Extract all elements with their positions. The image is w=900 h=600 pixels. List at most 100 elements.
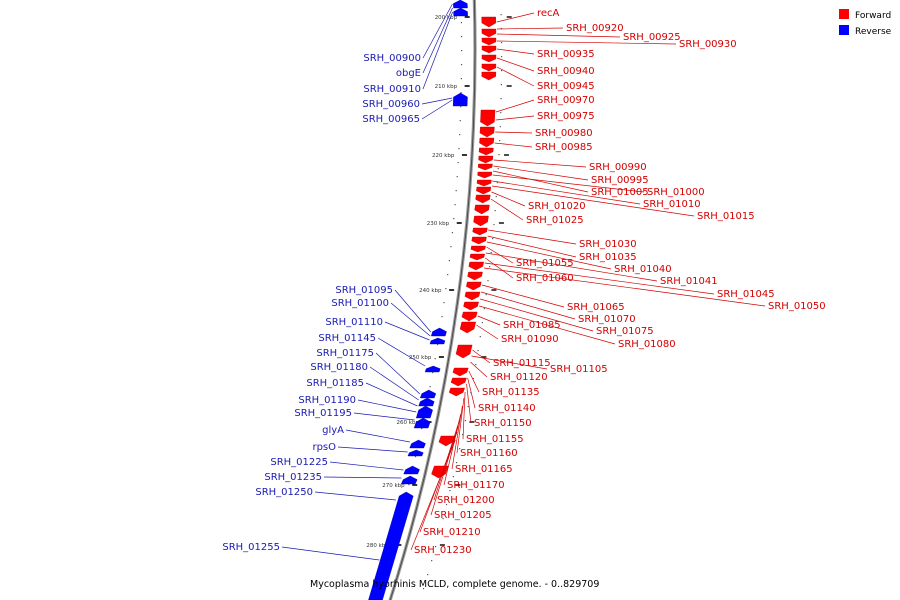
- forward-gene-label: SRH_01140: [478, 403, 536, 414]
- forward-gene-label: SRH_01090: [501, 334, 559, 345]
- forward-gene-label: SRH_00990: [589, 162, 647, 173]
- label-leader-line: [484, 262, 715, 295]
- legend-forward-swatch: [839, 9, 849, 19]
- track-dot: [434, 358, 436, 360]
- forward-gene-arrow: [469, 253, 485, 261]
- track-dot: [501, 56, 503, 58]
- forward-gene-label: SRH_01135: [482, 387, 540, 398]
- label-leader-line: [481, 284, 565, 308]
- track-dot: [453, 218, 455, 220]
- reverse-gene-arrow: [400, 475, 418, 485]
- label-leader-line: [281, 546, 380, 561]
- label-leader-line: [492, 174, 645, 193]
- track-dot: [495, 196, 497, 198]
- track-dot: [441, 316, 443, 318]
- track-dot: [487, 280, 489, 282]
- reverse-gene-label: SRH_01110: [325, 317, 383, 328]
- forward-gene-label: recA: [537, 8, 560, 19]
- reverse-gene-label: SRH_01255: [222, 542, 280, 553]
- label-leader-line: [493, 159, 587, 168]
- forward-gene-arrow: [481, 71, 497, 81]
- forward-gene-arrow: [481, 45, 497, 54]
- track-dot: [500, 112, 502, 114]
- reverse-gene-label: SRH_01095: [335, 285, 393, 296]
- label-leader-line: [491, 185, 695, 217]
- gene-features: [368, 0, 497, 600]
- tick-label: 270 kbp: [382, 483, 405, 489]
- reverse-gene-arrow: [453, 7, 468, 17]
- forward-gene-arrow: [470, 245, 486, 253]
- track-dot: [421, 428, 423, 430]
- track-dot: [432, 372, 434, 374]
- forward-gene-label: SRH_00935: [537, 49, 595, 60]
- label-leader-line: [462, 391, 466, 440]
- track-dot: [429, 386, 431, 388]
- label-leader-line: [496, 66, 535, 87]
- forward-gene-label: SRH_01210: [423, 527, 481, 538]
- legend-reverse-label: Reverse: [855, 27, 892, 37]
- track-dot: [499, 140, 501, 142]
- label-leader-line: [485, 252, 658, 282]
- track-dot: [434, 546, 437, 548]
- track-dot: [479, 336, 481, 338]
- forward-gene-label: SRH_01085: [503, 320, 561, 331]
- forward-gene-arrow: [481, 16, 497, 28]
- label-leader-line: [495, 99, 535, 113]
- reverse-gene-arrow: [407, 449, 424, 457]
- forward-gene-arrow: [471, 236, 487, 245]
- forward-gene-arrow: [472, 227, 488, 236]
- label-leader-line: [496, 40, 677, 45]
- label-leader-line: [496, 12, 535, 23]
- track-dot: [445, 504, 448, 506]
- track-dot: [467, 406, 469, 408]
- track-dot: [460, 78, 462, 80]
- reverse-gene-label: SRH_01180: [310, 362, 368, 373]
- track-dot: [438, 532, 440, 534]
- forward-gene-label: SRH_01010: [643, 199, 701, 210]
- forward-gene-label: SRH_01165: [455, 464, 513, 475]
- forward-gene-arrow: [481, 37, 497, 46]
- label-leader-line: [496, 48, 535, 55]
- label-leader-line: [490, 198, 524, 221]
- track-dot: [460, 22, 462, 24]
- track-dot: [494, 210, 496, 212]
- label-leader-line: [467, 377, 476, 409]
- reverse-gene-label: glyA: [322, 425, 344, 436]
- label-leader-line: [375, 352, 421, 395]
- reverse-gene-arrow: [413, 417, 431, 429]
- forward-gene-arrow: [479, 126, 495, 138]
- track-dot: [498, 154, 500, 156]
- forward-gene-arrow: [476, 179, 492, 187]
- forward-gene-label: SRH_00985: [535, 142, 593, 153]
- track-dot: [457, 162, 459, 164]
- reverse-gene-label: SRH_01190: [298, 395, 356, 406]
- label-leader-line: [466, 383, 472, 424]
- track-dot: [408, 484, 410, 486]
- label-leader-line: [365, 382, 418, 407]
- forward-gene-arrow: [477, 171, 493, 179]
- reverse-gene-label: SRH_00910: [363, 84, 421, 95]
- forward-gene-arrow: [481, 63, 497, 72]
- reverse-gene-arrow: [418, 397, 435, 407]
- tick-label: 240 kbp: [419, 288, 442, 294]
- track-dot: [499, 126, 501, 128]
- legend: Forward Reverse: [839, 9, 892, 37]
- track-dot: [450, 246, 452, 248]
- track-dot: [456, 176, 458, 178]
- track-dot: [493, 224, 495, 226]
- forward-gene-arrow: [476, 186, 492, 195]
- reverse-gene-arrow: [419, 389, 437, 399]
- reverse-gene-label: SRH_00965: [362, 114, 420, 125]
- forward-gene-label: SRH_01060: [516, 273, 574, 284]
- forward-gene-arrow: [479, 137, 495, 148]
- track-dot: [464, 420, 467, 422]
- label-leader-line: [394, 289, 432, 333]
- forward-gene-label: SRH_01150: [474, 418, 532, 429]
- track-dot: [459, 448, 461, 450]
- forward-gene-arrow: [466, 281, 482, 291]
- reverse-gene-arrow: [368, 491, 414, 600]
- track-dot: [436, 344, 439, 346]
- reverse-gene-label: SRH_00960: [362, 99, 420, 110]
- forward-gene-label: SRH_00945: [537, 81, 595, 92]
- forward-gene-label: SRH_00980: [535, 128, 593, 139]
